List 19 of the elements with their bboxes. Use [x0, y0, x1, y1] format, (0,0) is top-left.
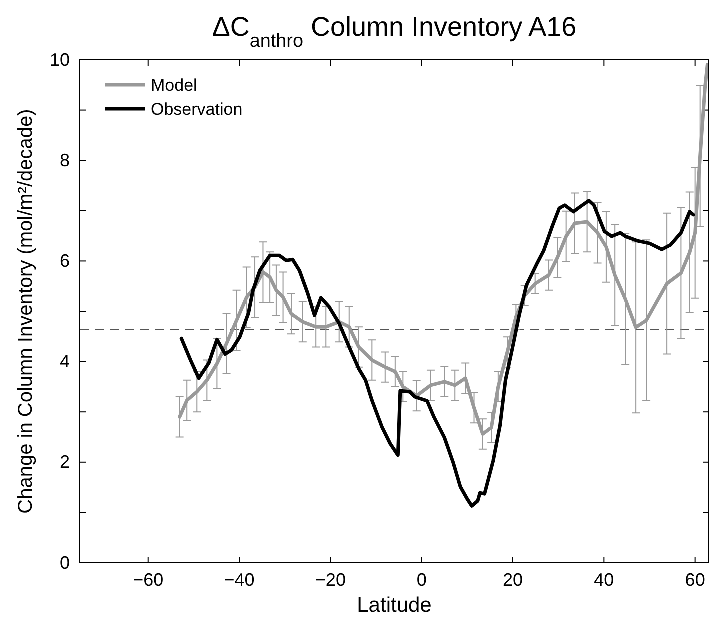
line-series: [180, 199, 696, 508]
y-tick-label: 10: [50, 50, 70, 70]
x-tick-label: 60: [685, 570, 706, 590]
x-tick-label: −40: [224, 570, 255, 590]
legend-label: Observation: [151, 100, 243, 119]
x-tick-label: 20: [502, 570, 524, 590]
y-tick-label: 6: [60, 250, 70, 271]
y-axis-title: Change in Column Inventory (mol/m²/decade): [15, 109, 37, 514]
x-axis-title: Latitude: [357, 594, 432, 617]
x-tick-label: 0: [416, 570, 427, 590]
legend-label: Model: [151, 76, 198, 95]
x-tick-label: −20: [315, 570, 346, 590]
y-tick-label: 2: [60, 452, 70, 472]
y-tick-label: 8: [60, 150, 70, 170]
y-tick-label: 0: [60, 552, 70, 573]
chart-title: ΔC$_{anthro}$ Column Inventory A16: [212, 12, 577, 52]
x-tick-label: −60: [133, 570, 164, 590]
x-tick-label: 40: [594, 570, 614, 590]
y-tick-label: 4: [60, 352, 70, 372]
